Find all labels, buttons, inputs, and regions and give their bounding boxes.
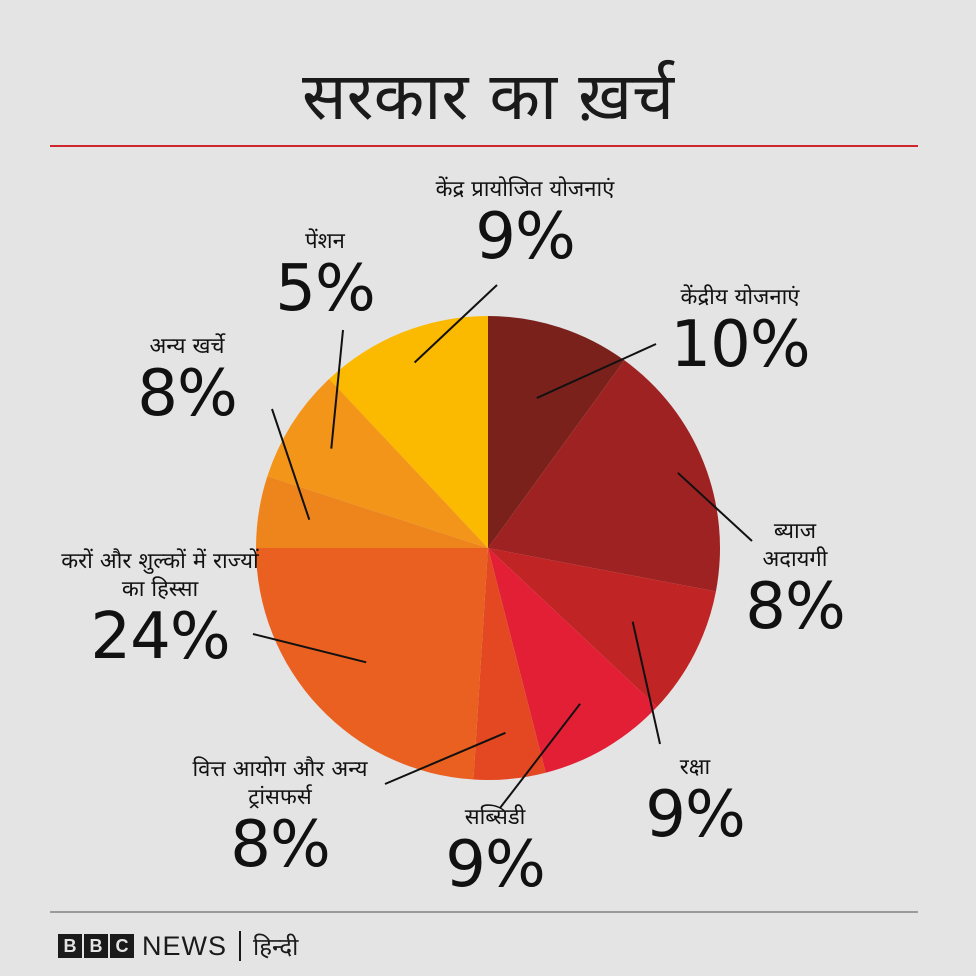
slice-value-text: 24% [90, 600, 230, 674]
bbc-logo-letter: B [84, 934, 108, 958]
leader-line [677, 472, 753, 542]
slice-label-text: रक्षा [679, 755, 711, 780]
slice-label-text: अन्य खर्चे [149, 334, 225, 359]
slice-label-text: केंद्रीय योजनाएं [680, 285, 800, 310]
pie-slice [488, 548, 658, 773]
label-other-expenses: अन्य खर्चे 8% [110, 333, 264, 427]
leader-line [413, 284, 498, 364]
leader-line [384, 731, 506, 785]
pie-slice [488, 548, 716, 707]
bbc-logo-letter: B [58, 934, 82, 958]
slice-value-text: 8% [745, 570, 846, 644]
label-states-share: करों और शुल्कों में राज्यों का हिस्सा 24… [55, 548, 265, 670]
slice-value-text: 10% [670, 308, 810, 382]
leader-line [271, 408, 311, 521]
footer-divider [50, 911, 918, 913]
slice-label-text: ब्याज अदायगी [762, 519, 828, 572]
slice-value-text: 8% [230, 808, 331, 882]
title-divider [50, 145, 918, 147]
label-defence: रक्षा 9% [620, 754, 770, 848]
slice-label-text: करों और शुल्कों में राज्यों का हिस्सा [61, 549, 259, 602]
label-central-sponsored-schemes: केंद्र प्रायोजित योजनाएं 9% [390, 176, 660, 270]
slice-label-text: केंद्र प्रायोजित योजनाएं [435, 177, 615, 202]
leader-line [631, 621, 661, 745]
leader-line [252, 633, 367, 664]
slice-label-text: पेंशन [305, 229, 345, 254]
news-wordmark: NEWS [142, 930, 227, 961]
slice-value-text: 9% [645, 778, 746, 852]
label-finance-commission: वित्त आयोग और अन्य ट्रांसफर्स 8% [170, 756, 390, 878]
label-pension: पेंशन 5% [250, 228, 400, 322]
leader-line [536, 343, 657, 399]
pie-slice [473, 548, 546, 780]
bbc-logo-letter: C [110, 934, 134, 958]
slice-value-text: 9% [475, 200, 576, 274]
footer-separator [239, 931, 241, 961]
pie-slice [488, 360, 720, 592]
language-label: हिन्दी [253, 932, 299, 961]
chart-title: सरकार का ख़र्च [301, 58, 675, 135]
slice-label-text: सब्सिडी [464, 805, 526, 830]
footer-brand: B B C NEWS हिन्दी [58, 926, 298, 966]
pie-slice [329, 316, 488, 548]
label-central-schemes: केंद्रीय योजनाएं 10% [640, 284, 840, 378]
pie-slice [267, 378, 488, 548]
slice-value-text: 8% [137, 357, 238, 431]
pie-slice [256, 476, 488, 548]
pie-slice [256, 548, 488, 780]
slice-value-text: 5% [275, 252, 376, 326]
leader-line [499, 703, 581, 809]
label-subsidy: सब्सिडी 9% [415, 804, 575, 898]
leader-line [330, 329, 344, 449]
slice-label-text: वित्त आयोग और अन्य ट्रांसफर्स [192, 757, 368, 810]
slice-value-text: 9% [445, 828, 546, 902]
label-interest-payments: ब्याज अदायगी 8% [735, 518, 855, 640]
